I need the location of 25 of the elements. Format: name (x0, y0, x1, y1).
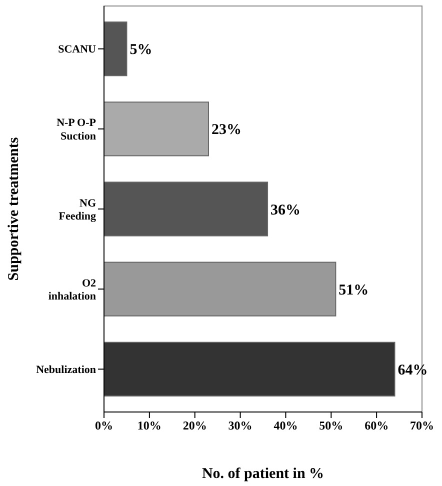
y-tick-label: O2 inhalation (48, 277, 96, 303)
x-tick-label: 20% (182, 418, 207, 433)
y-tick-label: Nebulization (36, 364, 96, 376)
bar (104, 102, 209, 156)
bar (104, 22, 128, 76)
data-label: 5% (130, 42, 152, 58)
y-axis-title: Supportive treatments (6, 137, 22, 281)
x-axis-title: No. of patient in % (202, 466, 324, 482)
x-tick-label: 30% (228, 418, 252, 433)
x-tick-label: 0% (95, 418, 113, 433)
y-tick-label: NG Feeding (58, 197, 96, 222)
data-label: 23% (211, 122, 242, 138)
data-label: 51% (338, 282, 369, 298)
bar (104, 182, 268, 236)
data-label: 36% (270, 202, 301, 218)
x-tick-label: 50% (319, 418, 344, 433)
data-label: 64% (398, 362, 428, 378)
bar (104, 262, 336, 316)
x-tick-label: 40% (274, 418, 298, 433)
x-tick-label: 70% (410, 418, 434, 433)
bar (104, 342, 396, 396)
x-tick-label: 60% (364, 418, 389, 433)
y-tick-label: SCANU (58, 44, 96, 56)
x-tick-label: 10% (137, 418, 162, 433)
y-tick-label: N-P O-P Suction (56, 117, 96, 142)
